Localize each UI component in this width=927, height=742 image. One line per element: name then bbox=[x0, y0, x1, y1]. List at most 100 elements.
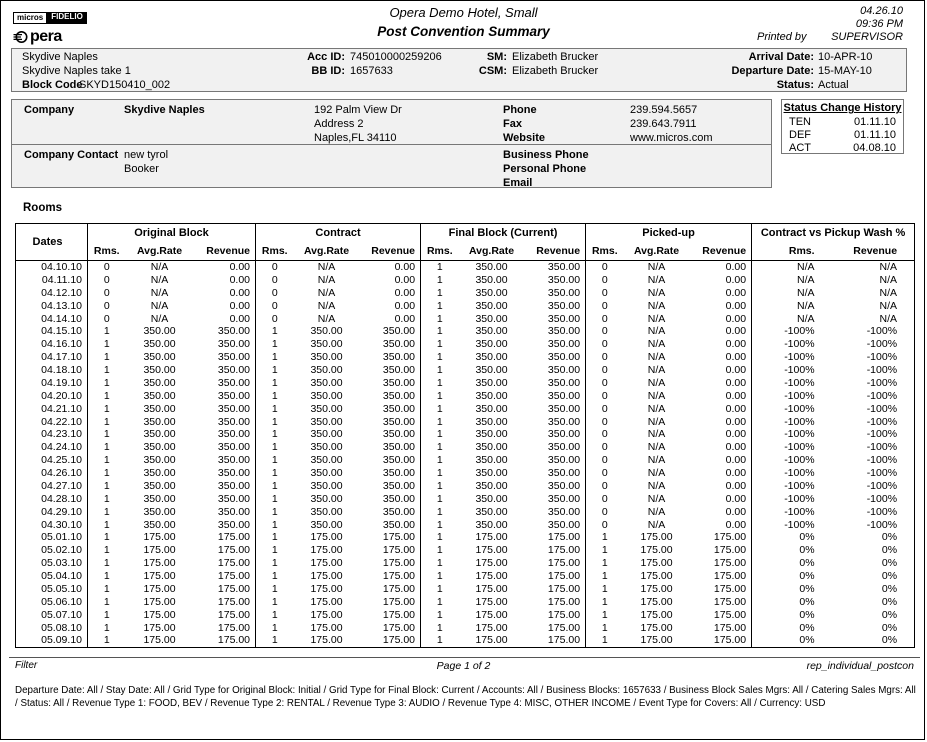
value-cell: 350.00 bbox=[310, 415, 343, 428]
value-cell: 350.00 bbox=[524, 467, 587, 480]
value-cell: 0 bbox=[601, 312, 608, 325]
contact-name: new tyrol bbox=[124, 149, 169, 161]
value-cell: 1 bbox=[271, 479, 278, 492]
value-cell: 1 bbox=[436, 492, 443, 505]
table-row: 05.06.10 1 175.00 175.00 1 175.00 175.00 1 175.0… bbox=[15, 595, 915, 609]
value-cell: 350.00 bbox=[310, 325, 343, 338]
date-cell: 05.07.10 bbox=[15, 608, 88, 622]
value-cell: 1 bbox=[103, 415, 110, 428]
date-cell: 04.15.10 bbox=[15, 325, 88, 339]
value-cell: 0.00 bbox=[689, 389, 753, 403]
value-cell: 175.00 bbox=[640, 582, 673, 595]
value-cell: 350.00 bbox=[524, 518, 587, 532]
report-id: rep_individual_postcon bbox=[806, 660, 914, 672]
date-cell: 05.06.10 bbox=[15, 595, 88, 609]
value-cell: 1 bbox=[436, 595, 443, 608]
value-cell: 175.00 bbox=[689, 531, 753, 545]
hotel-title: Opera Demo Hotel, Small bbox=[389, 5, 538, 20]
date-cell: 04.26.10 bbox=[15, 467, 88, 480]
column-subheader: Revenue bbox=[689, 242, 753, 261]
value-cell: 175.00 bbox=[359, 608, 422, 622]
column-subheader: Avg.Rate bbox=[458, 242, 525, 261]
value-cell: N/A bbox=[647, 325, 666, 338]
status-label: Status: bbox=[776, 79, 814, 91]
value-cell: 175.00 bbox=[359, 582, 422, 596]
value-cell: 0.00 bbox=[689, 364, 753, 377]
value-cell: 350.00 bbox=[524, 260, 587, 274]
column-subheader: Revenue bbox=[359, 242, 422, 261]
value-cell: 1 bbox=[436, 621, 443, 634]
value-cell: 1 bbox=[271, 595, 278, 608]
value-cell: 1 bbox=[103, 582, 110, 595]
value-cell: N/A bbox=[317, 312, 336, 325]
table-row: 04.15.10 1 350.00 350.00 1 350.00 350.00 1 350.0… bbox=[15, 325, 915, 339]
value-cell: -100% bbox=[866, 505, 898, 518]
value-cell: 0% bbox=[799, 570, 815, 582]
value-cell: 1 bbox=[271, 505, 278, 518]
value-cell: 350.00 bbox=[310, 428, 343, 441]
value-cell: 350.00 bbox=[193, 428, 257, 442]
value-cell: N/A bbox=[647, 402, 666, 415]
value-cell: 0 bbox=[601, 492, 608, 505]
value-cell: 175.00 bbox=[524, 531, 587, 545]
value-cell: 1 bbox=[436, 454, 443, 467]
value-cell: 1 bbox=[601, 570, 608, 582]
value-cell: 175.00 bbox=[310, 634, 343, 647]
value-cell: 175.00 bbox=[475, 570, 508, 582]
value-cell: 1 bbox=[436, 261, 443, 273]
value-cell: 175.00 bbox=[310, 621, 343, 634]
value-cell: 175.00 bbox=[524, 595, 587, 609]
status-date: 01.11.10 bbox=[853, 116, 896, 128]
value-cell: 350.00 bbox=[193, 454, 257, 467]
value-cell: 350.00 bbox=[475, 364, 508, 376]
value-cell: 350.00 bbox=[359, 338, 422, 352]
value-cell: 1 bbox=[271, 634, 278, 647]
value-cell: -100% bbox=[784, 505, 815, 518]
value-cell: 175.00 bbox=[193, 608, 257, 622]
value-cell: N/A bbox=[647, 492, 666, 505]
value-cell: N/A bbox=[647, 299, 666, 312]
value-cell: 1 bbox=[436, 312, 443, 325]
date-cell: 04.24.10 bbox=[15, 441, 88, 455]
value-cell: 175.00 bbox=[524, 634, 587, 648]
value-cell: 175.00 bbox=[689, 570, 753, 583]
value-cell: 175.00 bbox=[359, 531, 422, 545]
value-cell: 0 bbox=[601, 261, 608, 273]
opera-logo-text: pera bbox=[30, 28, 62, 45]
phone-value: 239.594.5657 bbox=[630, 104, 698, 116]
date-cell: 04.13.10 bbox=[15, 299, 88, 313]
value-cell: -100% bbox=[784, 364, 815, 376]
value-cell: 350.00 bbox=[143, 376, 176, 389]
value-cell: -100% bbox=[866, 338, 898, 351]
value-cell: 0.00 bbox=[689, 441, 753, 455]
value-cell: 350.00 bbox=[143, 441, 176, 454]
company-address-line1: 192 Palm View Dr bbox=[314, 104, 402, 116]
value-cell: 350.00 bbox=[475, 441, 508, 454]
value-cell: N/A bbox=[317, 273, 336, 286]
value-cell: 1 bbox=[436, 582, 443, 595]
value-cell: N/A bbox=[647, 479, 666, 492]
date-cell: 05.03.10 bbox=[15, 557, 88, 570]
value-cell: 1 bbox=[601, 557, 608, 570]
value-cell: 0 bbox=[271, 273, 278, 286]
value-cell: -100% bbox=[784, 351, 815, 364]
value-cell: 175.00 bbox=[524, 544, 587, 558]
value-cell: 0.00 bbox=[689, 376, 753, 390]
value-cell: 350.00 bbox=[475, 312, 508, 325]
value-cell: 175.00 bbox=[310, 557, 343, 570]
value-cell: 1 bbox=[103, 479, 110, 492]
value-cell: 175.00 bbox=[310, 570, 343, 582]
value-cell: 0 bbox=[601, 479, 608, 492]
table-row: 05.09.10 1 175.00 175.00 1 175.00 175.00 1 175.0… bbox=[15, 634, 915, 648]
date-cell: 04.29.10 bbox=[15, 505, 88, 519]
value-cell: 1 bbox=[436, 376, 443, 389]
date-cell: 04.19.10 bbox=[15, 376, 88, 390]
value-cell: 350.00 bbox=[359, 415, 422, 429]
date-cell: 04.17.10 bbox=[15, 351, 88, 364]
value-cell: 350.00 bbox=[475, 273, 508, 286]
value-cell: 0.00 bbox=[359, 273, 422, 287]
value-cell: 0.00 bbox=[359, 299, 422, 313]
value-cell: 1 bbox=[436, 557, 443, 570]
column-subheader: Revenue bbox=[831, 242, 915, 261]
value-cell: 0 bbox=[103, 299, 110, 312]
